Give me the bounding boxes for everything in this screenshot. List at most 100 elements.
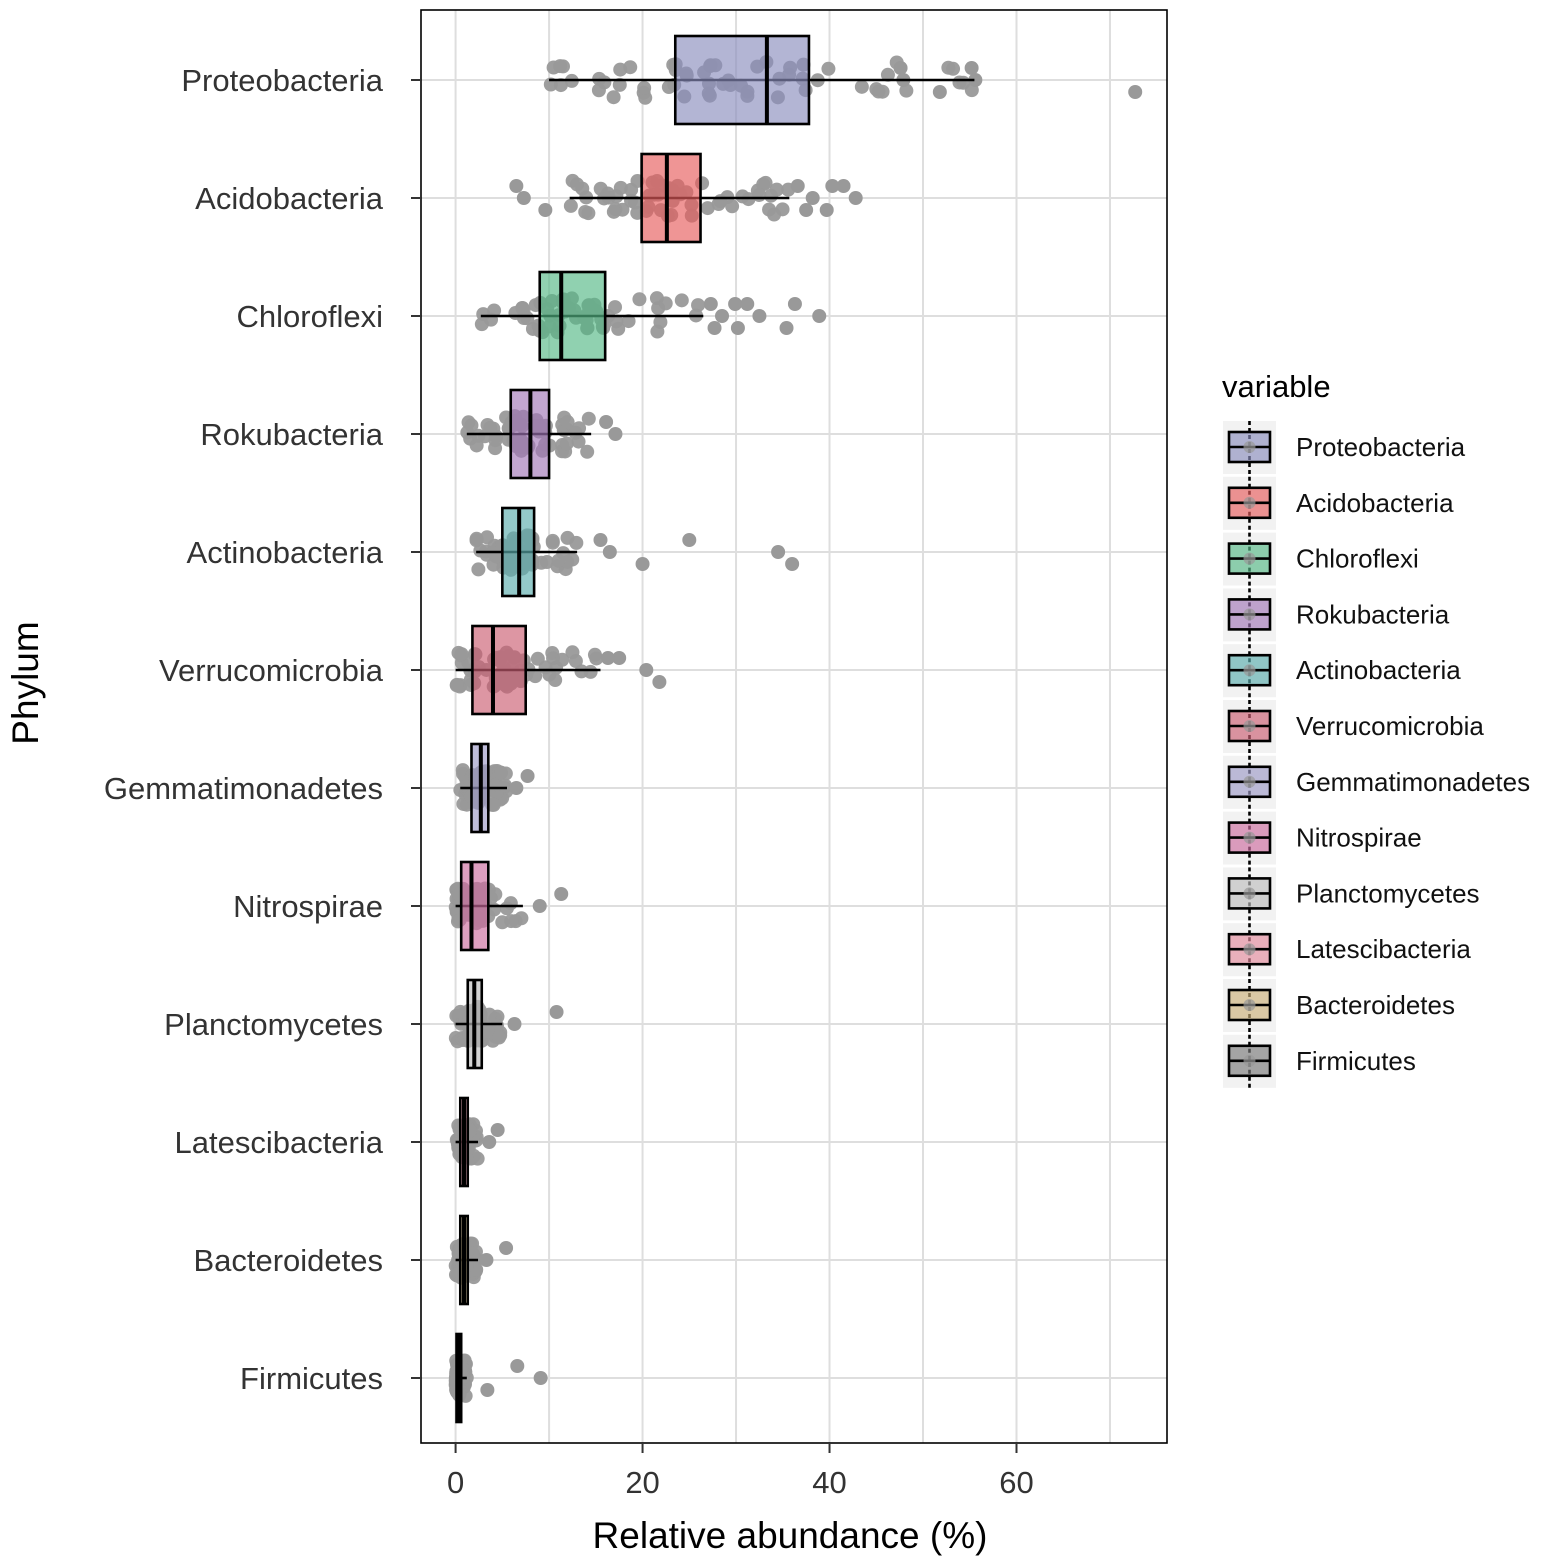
outlier-point [771,545,786,559]
outlier-point [479,1253,494,1267]
outlier-point [728,297,743,311]
y-tick-label: Latescibacteria [174,1125,383,1160]
box [471,624,528,716]
data-point [769,182,784,197]
data-point [725,199,740,214]
outlier-point [682,533,697,547]
data-point [589,651,604,666]
data-point [606,204,621,219]
data-point [591,83,606,98]
y-tick-label: Bacteroidetes [193,1243,383,1278]
data-point [651,301,666,316]
legend-item-chloroflexi: Chloroflexi [1223,532,1419,586]
outlier-point [602,545,617,559]
legend-title: variable [1222,369,1331,404]
legend-item-actinobacteria: Actinobacteria [1223,644,1461,698]
legend-label: Firmicutes [1296,1046,1416,1076]
legend-item-planctomycetes: Planctomycetes [1223,867,1480,921]
data-point [611,321,626,336]
legend-label: Acidobacteria [1296,488,1454,518]
legend-item-firmicutes: Firmicutes [1223,1034,1416,1088]
data-point [553,78,568,93]
legend-label: Nitrospirae [1296,823,1422,853]
data-point [494,765,509,780]
legend-key-point [1243,831,1256,844]
outlier-point [593,533,608,547]
outlier-point [516,191,531,205]
outlier-point [893,61,908,75]
outlier-point [499,1241,514,1255]
legend-key-point [1243,608,1256,621]
outlier-point [790,179,805,193]
outlier-point [740,297,755,311]
y-tick-label: Gemmatimonadetes [104,771,383,806]
data-point [578,204,593,219]
legend-item-verrucomicrobia: Verrucomicrobia [1223,700,1484,753]
data-point [560,530,575,545]
data-point [691,298,706,313]
legend-label: Rokubacteria [1296,599,1450,629]
data-point [621,314,636,329]
data-point [613,180,628,195]
data-point [454,647,469,662]
legend-label: Bacteroidetes [1296,990,1455,1020]
data-point [756,177,771,192]
data-point [568,654,583,669]
outlier-point [490,1123,505,1137]
outlier-point [533,1371,548,1385]
data-point [503,896,518,911]
data-point [952,75,967,90]
data-point [480,530,495,545]
data-point [637,80,652,95]
axes: Firmicutes Bacteroidetes Latescibacteria Pl… [104,63,1034,1500]
data-point [563,198,578,213]
data-point [653,315,668,330]
outlier-point [707,321,722,335]
data-point [752,187,767,202]
outlier-point [600,651,615,665]
data-point [464,418,479,433]
data-point [880,67,895,82]
outlier-point [703,297,718,311]
legend-key-point [1243,887,1256,900]
y-tick-label: Acidobacteria [195,181,384,216]
legend-item-acidobacteria: Acidobacteria [1223,476,1454,530]
legend-key-point [1243,720,1256,732]
y-tick-label: Firmicutes [240,1361,383,1396]
data-point [486,797,501,812]
data-point [548,673,563,688]
outlier-point [480,1383,495,1397]
legend-item-bacteroidetes: Bacteroidetes [1223,979,1455,1032]
outlier-point [779,321,794,335]
data-point [581,411,596,426]
x-tick-label: 40 [812,1465,846,1500]
box [459,860,490,952]
outlier-point [639,663,654,677]
legend-item-latescibacteria: Latescibacteria [1223,923,1471,977]
data-point [545,646,560,661]
data-point [735,189,750,204]
data-point [555,652,570,667]
outlier-point [538,203,553,217]
data-point [871,84,886,99]
data-point [700,201,715,216]
y-tick-label: Verrucomicrobia [159,653,384,688]
data-point [632,292,647,307]
outlier-point [549,1005,564,1019]
legend-item-rokubacteria: Rokubacteria [1223,588,1450,642]
legend-key-point [1243,943,1256,956]
outlier-point [848,191,863,205]
data-point [449,678,464,693]
outlier-point [812,309,827,323]
data-point [559,436,574,451]
data-point [767,207,782,222]
data-point [488,433,503,448]
x-tick-label: 60 [999,1465,1033,1500]
legend-label: Actinobacteria [1296,655,1461,685]
data-point [613,62,628,77]
data-point [899,83,914,98]
boxes [455,34,975,1424]
legend-label: Verrucomicrobia [1296,711,1484,741]
